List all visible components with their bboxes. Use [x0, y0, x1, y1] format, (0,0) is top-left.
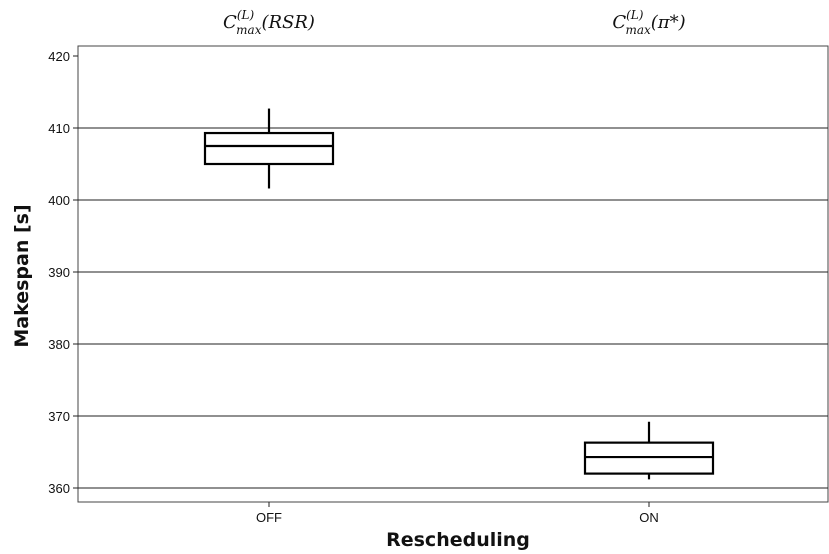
y-tick-label: 390: [48, 265, 70, 280]
y-tick-label: 410: [48, 121, 70, 136]
y-tick-label: 380: [48, 337, 70, 352]
box-off: [203, 108, 335, 189]
y-tick-labels: 360 370 380 390 400 410 420: [48, 49, 70, 496]
x-axis-title: Rescheduling: [386, 529, 530, 551]
y-tick-label: 400: [48, 193, 70, 208]
box-titles: C(L) max(RSR) C(L) max(π*): [223, 8, 686, 37]
plot-frame: [77, 45, 829, 503]
x-tick-label: ON: [639, 510, 659, 525]
y-tick-label: 420: [48, 49, 70, 64]
box-title: C(L) max(π*): [612, 8, 685, 37]
box-title: C(L) max(RSR): [223, 8, 315, 37]
boxes: [203, 108, 715, 480]
y-tick-label: 370: [48, 409, 70, 424]
gridlines: [73, 55, 828, 489]
x-tick-label: OFF: [256, 510, 282, 525]
iqr-box: [203, 131, 335, 166]
x-tick-labels: OFF ON: [256, 502, 659, 525]
y-tick-label: 360: [48, 481, 70, 496]
y-axis-title: Makespan [s]: [11, 204, 33, 347]
box-on: [583, 421, 715, 480]
